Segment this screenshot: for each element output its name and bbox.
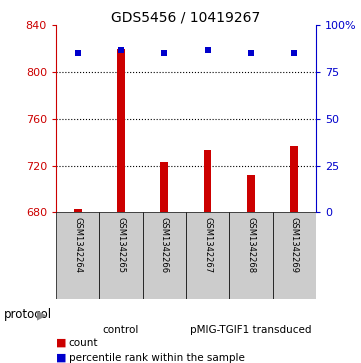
Text: GSM1342269: GSM1342269	[290, 217, 299, 273]
Bar	[273, 212, 316, 299]
Text: GSM1342266: GSM1342266	[160, 217, 169, 273]
Bar	[290, 146, 298, 212]
Bar	[117, 49, 125, 212]
Text: count: count	[69, 338, 98, 348]
Text: control: control	[103, 325, 139, 335]
Point	[75, 50, 81, 56]
Text: ■: ■	[56, 352, 66, 363]
Text: pMIG-TGIF1 transduced: pMIG-TGIF1 transduced	[190, 325, 312, 335]
Bar	[160, 162, 168, 212]
Text: GSM1342265: GSM1342265	[117, 217, 125, 273]
Point	[291, 50, 297, 56]
Point	[205, 47, 210, 53]
Text: GSM1342267: GSM1342267	[203, 217, 212, 273]
Point	[248, 50, 254, 56]
Bar	[56, 212, 99, 299]
Text: percentile rank within the sample: percentile rank within the sample	[69, 352, 244, 363]
Bar	[143, 212, 186, 299]
Bar	[99, 212, 143, 299]
Point	[161, 50, 167, 56]
Text: GSM1342268: GSM1342268	[247, 217, 255, 273]
Title: GDS5456 / 10419267: GDS5456 / 10419267	[111, 10, 261, 24]
Bar	[186, 212, 229, 299]
Bar	[247, 175, 255, 212]
Text: ■: ■	[56, 338, 66, 348]
Text: protocol: protocol	[4, 309, 52, 321]
Bar	[74, 209, 82, 212]
Bar	[229, 212, 273, 299]
Bar	[204, 150, 212, 212]
Text: ▶: ▶	[37, 309, 46, 321]
Point	[118, 47, 124, 53]
Text: GSM1342264: GSM1342264	[73, 217, 82, 273]
